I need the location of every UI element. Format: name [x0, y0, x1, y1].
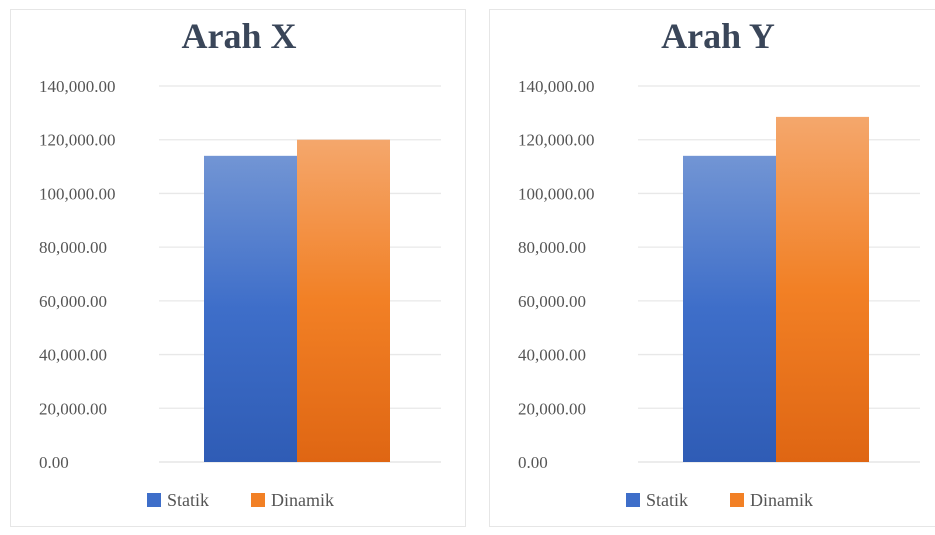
legend-label-dinamik: Dinamik: [271, 490, 334, 510]
y-tick-label: 60,000.00: [39, 292, 107, 311]
y-tick-label: 60,000.00: [518, 292, 586, 311]
legend: Statik Dinamik: [626, 490, 813, 510]
bar-statik: [204, 155, 297, 463]
bar-statik: [683, 155, 776, 463]
chart-title: Arah X: [182, 16, 297, 56]
legend-swatch-statik: [626, 493, 640, 507]
legend-swatch-dinamik: [730, 493, 744, 507]
chart-panel-arah-x: Arah X 0.00 20,000.00 40,000.00 60,000.00 80…: [10, 9, 466, 527]
y-tick-label: 80,000.00: [518, 238, 586, 257]
legend-label-dinamik: Dinamik: [750, 490, 813, 510]
legend: Statik Dinamik: [147, 490, 334, 510]
y-tick-label: 20,000.00: [518, 399, 586, 418]
legend-swatch-dinamik: [251, 493, 265, 507]
y-tick-label: 40,000.00: [39, 346, 107, 365]
chart-svg-arah-y: Arah Y 0.00 20,000.00 40,000.00 60,000.00 80…: [518, 16, 920, 510]
bar-dinamik: [297, 139, 390, 462]
y-tick-label: 140,000.00: [39, 77, 116, 96]
y-tick-label: 80,000.00: [39, 238, 107, 257]
y-tick-label: 0.00: [518, 453, 548, 472]
chart-panel-arah-y: Arah Y 0.00 20,000.00 40,000.00 60,000.00 80…: [489, 9, 935, 527]
bar-dinamik: [776, 116, 869, 462]
y-tick-label: 0.00: [39, 453, 69, 472]
y-tick-label: 140,000.00: [518, 77, 595, 96]
y-tick-label: 120,000.00: [39, 131, 116, 150]
legend-label-statik: Statik: [167, 490, 209, 510]
chart-title: Arah Y: [661, 16, 775, 56]
y-tick-label: 120,000.00: [518, 131, 595, 150]
y-tick-label: 100,000.00: [518, 184, 595, 203]
legend-label-statik: Statik: [646, 490, 688, 510]
chart-svg-arah-x: Arah X 0.00 20,000.00 40,000.00 60,000.00 80…: [39, 16, 441, 510]
y-tick-label: 100,000.00: [39, 184, 116, 203]
legend-swatch-statik: [147, 493, 161, 507]
y-tick-label: 20,000.00: [39, 399, 107, 418]
y-tick-label: 40,000.00: [518, 346, 586, 365]
